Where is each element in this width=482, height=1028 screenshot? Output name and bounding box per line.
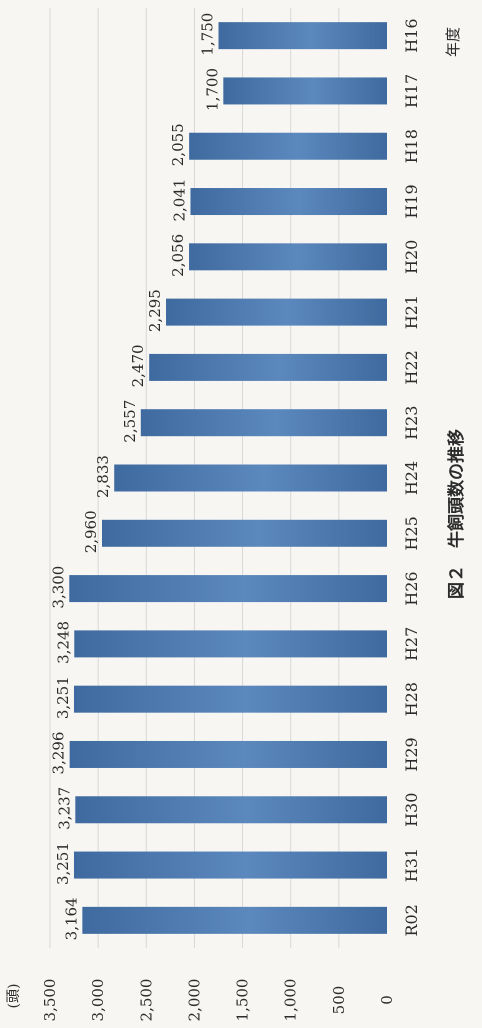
bar — [189, 132, 387, 160]
y-tick-label: 1,500 — [234, 979, 252, 1022]
category-label: H27 — [402, 627, 421, 661]
category-label: H29 — [402, 737, 421, 771]
category-label: H18 — [402, 129, 421, 163]
bar — [73, 685, 387, 713]
category-label: H16 — [402, 18, 421, 52]
y-tick-labels: 0 500 1,000 1,500 2,000 2,500 3,000 3,500 — [41, 979, 396, 1022]
bar — [82, 906, 388, 934]
bar — [69, 740, 388, 768]
value-label: 3,296 — [50, 732, 68, 775]
value-label: 2,041 — [170, 179, 188, 222]
value-label: 2,056 — [169, 234, 187, 277]
value-label: 2,960 — [82, 510, 100, 553]
y-tick-label: 1,000 — [282, 979, 300, 1022]
bar — [189, 243, 387, 271]
bar — [218, 22, 387, 50]
value-label: 1,750 — [199, 13, 217, 56]
value-label: 2,470 — [129, 344, 147, 387]
y-tick-label: 2,500 — [137, 979, 155, 1022]
category-label: H20 — [402, 240, 421, 274]
value-label: 3,300 — [49, 566, 67, 609]
bar — [69, 575, 387, 603]
y-tick-label: 2,000 — [185, 979, 203, 1022]
bar — [166, 298, 387, 326]
value-labels: 1,750 1,700 2,055 2,041 2,056 2,295 2,470 2,557… — [49, 13, 221, 941]
category-label: H31 — [402, 848, 421, 882]
bar — [101, 519, 387, 547]
value-label: 2,557 — [121, 400, 139, 443]
y-tick-label: 500 — [330, 986, 348, 1015]
value-label: 3,251 — [54, 676, 72, 719]
category-label: H25 — [402, 516, 421, 550]
bar — [73, 851, 387, 879]
category-label: H26 — [402, 571, 421, 605]
value-label: 2,055 — [169, 123, 187, 166]
category-label: H22 — [402, 350, 421, 384]
unit-label: (頭) — [6, 984, 22, 1009]
category-label: H21 — [402, 295, 421, 329]
bar — [114, 464, 388, 492]
value-label: 3,251 — [54, 842, 72, 885]
chart-title: 図２ 牛飼頭数の推移 — [446, 429, 467, 599]
category-label: H28 — [402, 682, 421, 716]
x-axis-label: 年度 — [444, 27, 462, 57]
y-tick-label: 3,500 — [41, 979, 59, 1022]
value-label: 2,295 — [146, 289, 164, 332]
value-label: 1,700 — [203, 68, 221, 111]
bar — [190, 188, 387, 216]
bars — [69, 22, 388, 934]
value-label: 3,248 — [54, 621, 72, 664]
y-tick-label: 3,000 — [89, 979, 107, 1022]
value-label: 3,164 — [62, 897, 80, 940]
category-label: H24 — [402, 461, 421, 495]
category-labels: H16 H17 H18 H19 H20 H21 H22 H23 H24 H25 H26 H27 H28 H… — [402, 18, 421, 936]
bar — [140, 409, 387, 437]
bar — [223, 77, 387, 105]
category-label: H17 — [402, 74, 421, 108]
bar — [149, 353, 387, 381]
bar — [75, 796, 387, 824]
value-label: 3,237 — [55, 787, 73, 830]
bar — [74, 630, 387, 658]
category-label: H19 — [402, 184, 421, 218]
category-label: R02 — [402, 904, 421, 936]
category-label: H30 — [402, 793, 421, 827]
category-label: H23 — [402, 406, 421, 440]
value-label: 2,833 — [94, 455, 112, 498]
y-tick-label: 0 — [378, 995, 396, 1005]
